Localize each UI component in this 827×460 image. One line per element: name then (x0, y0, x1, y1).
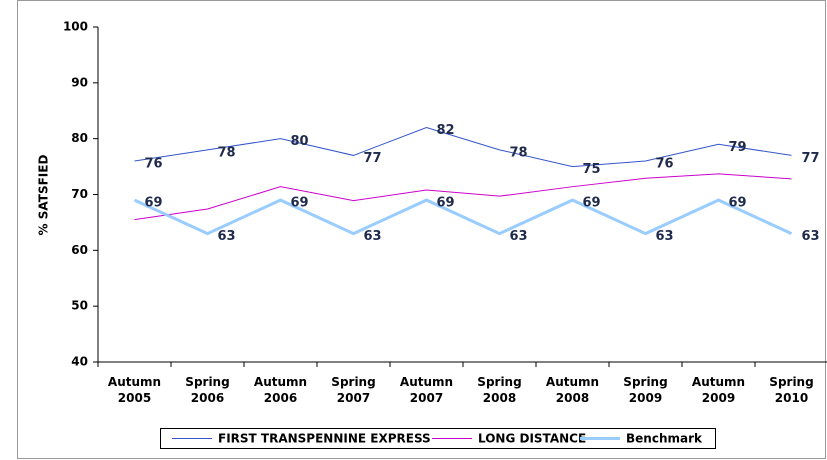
data-label: 79 (729, 140, 747, 155)
x-tick-label: Spring 2010 (769, 375, 813, 405)
data-label: 80 (291, 134, 309, 149)
data-label: 63 (364, 229, 382, 244)
data-label: 69 (583, 196, 601, 211)
line-series (134, 173, 792, 221)
y-axis-label: % SATSFIED (37, 155, 51, 236)
x-tick-label: Autumn 2007 (400, 375, 453, 405)
data-label: 76 (145, 157, 163, 172)
legend-label: LONG DISTANCE (478, 432, 586, 446)
y-tick-label: 70 (71, 187, 88, 201)
data-label: 63 (656, 229, 674, 244)
data-label: 69 (729, 196, 747, 211)
data-label: 63 (510, 229, 528, 244)
data-label: 63 (218, 229, 236, 244)
data-label: 75 (583, 162, 601, 177)
data-label: 78 (218, 145, 236, 160)
y-tick-label: 80 (71, 131, 88, 145)
data-label: 77 (802, 151, 820, 166)
x-tick-label: Spring 2009 (623, 375, 667, 405)
data-label: 82 (437, 123, 455, 138)
x-tick-label: Autumn 2009 (692, 375, 745, 405)
x-tick-label: Spring 2006 (185, 375, 229, 405)
y-tick-label: 50 (71, 299, 88, 313)
x-tick-label: Spring 2008 (477, 375, 521, 405)
data-label: 78 (510, 145, 528, 160)
line-series (133, 198, 793, 236)
x-tick-label: Autumn 2008 (546, 375, 599, 405)
y-tick-label: 40 (71, 355, 88, 369)
data-label: 69 (437, 196, 455, 211)
y-tick-label: 90 (71, 75, 88, 89)
data-label: 63 (802, 229, 820, 244)
x-tick-label: Autumn 2005 (108, 375, 161, 405)
data-label: 69 (145, 196, 163, 211)
y-tick-label: 60 (71, 243, 88, 257)
data-label: 76 (656, 157, 674, 172)
y-tick-label: 100 (63, 20, 88, 34)
data-label: 77 (364, 151, 382, 166)
x-tick-label: Spring 2007 (331, 375, 375, 405)
x-tick-label: Autumn 2006 (254, 375, 307, 405)
line-series (134, 126, 792, 168)
legend-label: FIRST TRANSPENNINE EXPRESS (218, 432, 431, 446)
chart-frame (17, 0, 826, 459)
legend-label: Benchmark (626, 432, 703, 446)
data-label: 69 (291, 196, 309, 211)
